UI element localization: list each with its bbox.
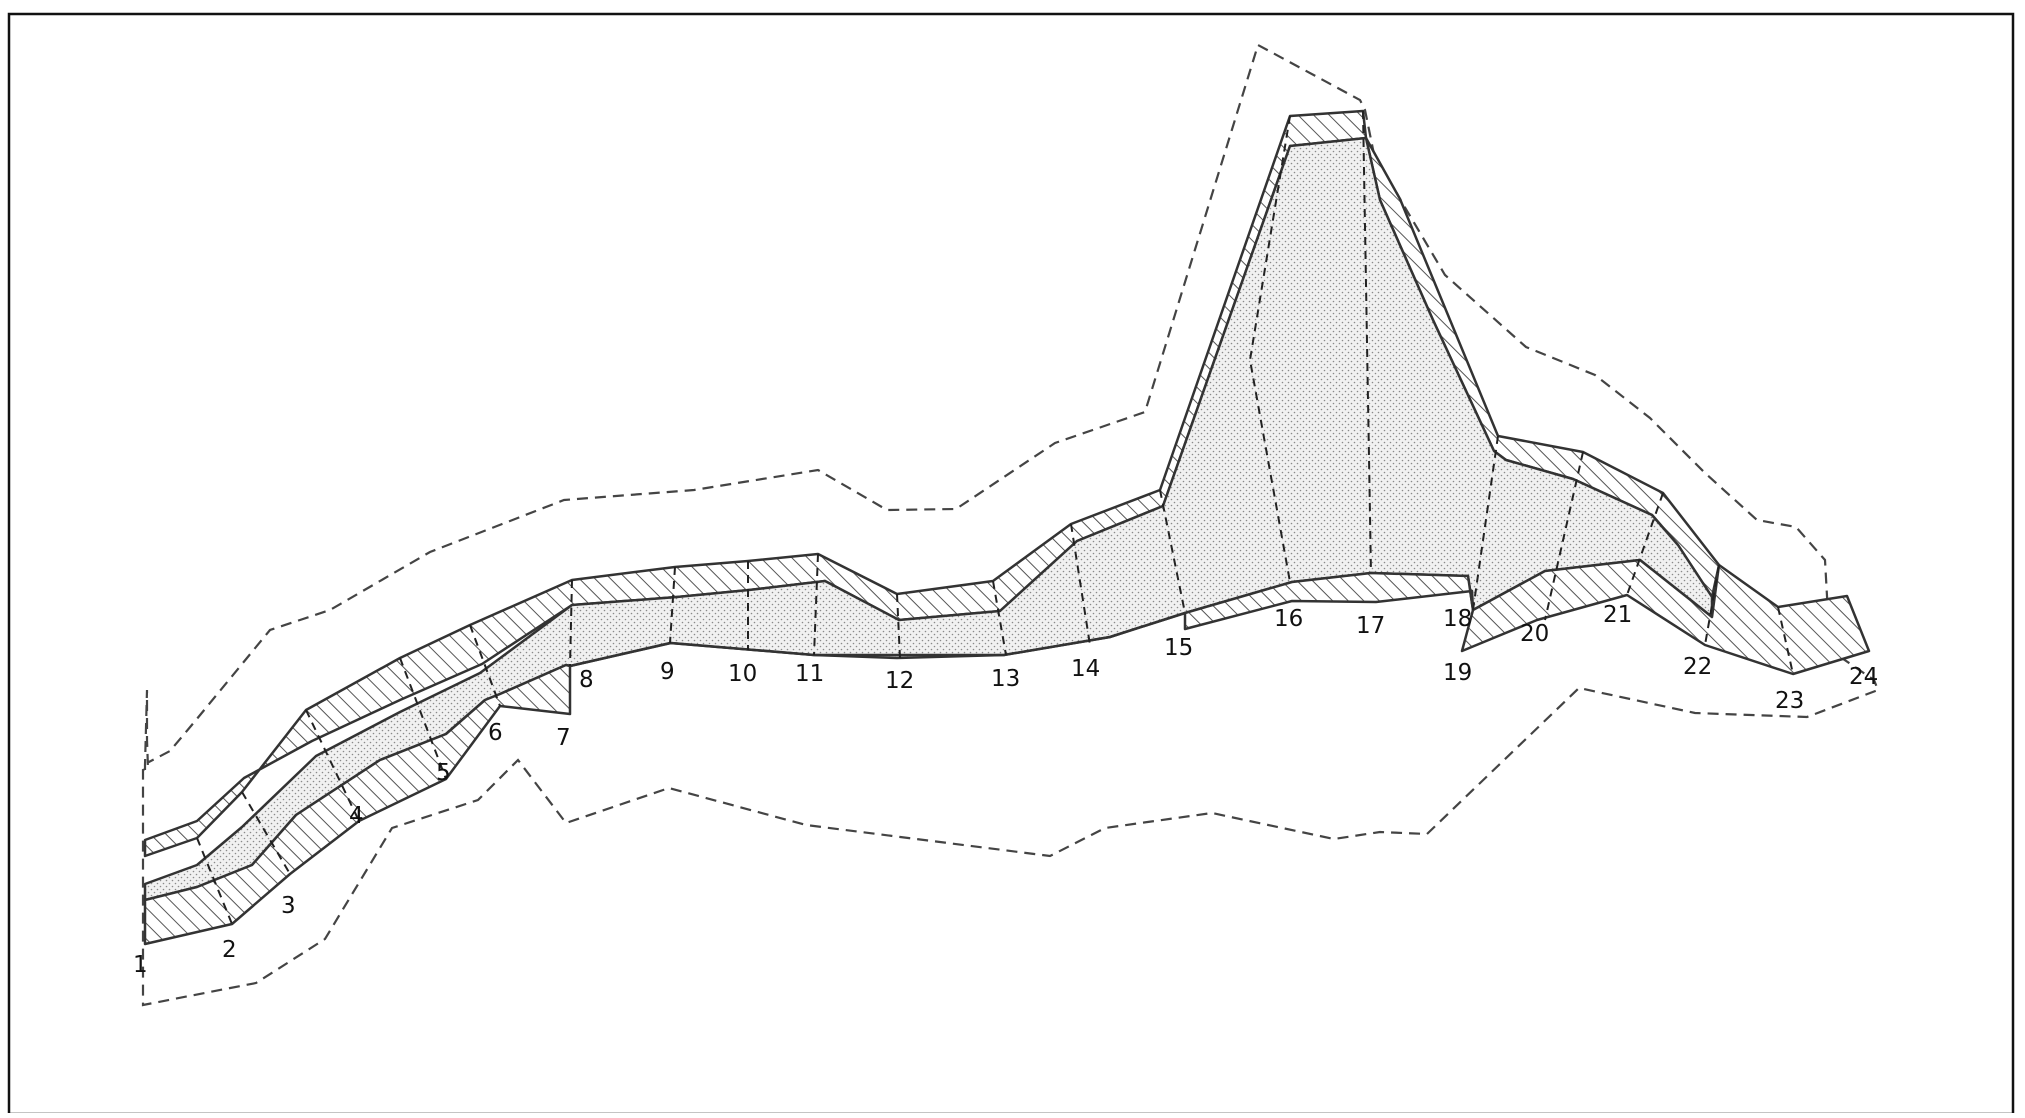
lower-mid-hatched-band	[1183, 571, 1475, 631]
base-line	[569, 611, 1186, 668]
section-label: 4	[349, 803, 364, 829]
section-label: 14	[1071, 656, 1100, 682]
section-label: 22	[1683, 654, 1712, 680]
section-label: 18	[1443, 606, 1472, 632]
lower-right-hatched-band	[1460, 558, 1871, 676]
section-label: 15	[1164, 635, 1193, 661]
section-label: 21	[1603, 602, 1632, 628]
section-label: 17	[1356, 613, 1385, 639]
section-label: 8	[579, 667, 594, 693]
section-label: 12	[885, 668, 914, 694]
section-labels: 1 2 3 4 5 6 7 8 9 10 11 12 13 14 15 16 1…	[133, 602, 1878, 978]
section-label: 7	[556, 725, 571, 751]
section-label: 6	[488, 720, 503, 746]
section-label: 3	[281, 893, 296, 919]
section-dashed-lines	[196, 110, 1794, 925]
section-label: 13	[991, 666, 1020, 692]
section-label: 1	[133, 952, 148, 978]
section-label: 9	[660, 659, 675, 685]
section-label: 5	[436, 760, 451, 786]
section-label: 10	[728, 661, 757, 687]
section-label: 11	[795, 661, 824, 687]
section-label: 24	[1849, 664, 1878, 690]
section-label: 20	[1520, 621, 1549, 647]
section-label: 2	[222, 937, 237, 963]
section-label: 16	[1274, 606, 1303, 632]
lower-left-hatched-band	[143, 663, 572, 946]
section-label: 19	[1443, 660, 1472, 686]
section-label: 23	[1775, 688, 1804, 714]
